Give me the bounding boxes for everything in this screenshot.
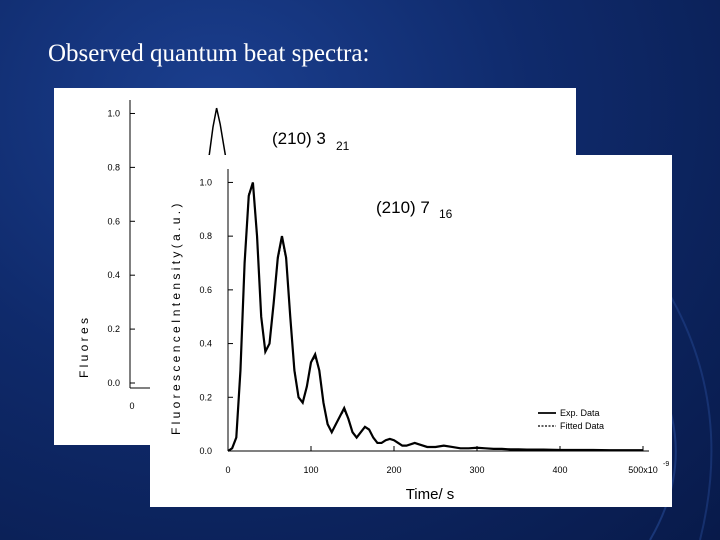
chart-title: (210) 7 xyxy=(376,198,430,217)
y-axis-label: F l u o r e s xyxy=(77,318,91,378)
y-tick-label: 0.2 xyxy=(107,324,120,334)
chart-front: 0.0 0.2 0.4 0.6 0.8 1.0 0 100 200 300 400 500x10 -9 T… xyxy=(169,169,669,503)
y-tick-label: 0.0 xyxy=(107,378,120,388)
x-tick-label: 100 xyxy=(303,465,318,475)
series-line-fit xyxy=(227,182,643,452)
y-tick-label: 0.0 xyxy=(199,446,212,456)
y-tick-label: 0.4 xyxy=(107,270,120,280)
y-tick-label: 1.0 xyxy=(199,177,212,187)
y-tick-label: 0.4 xyxy=(199,339,212,349)
chart-title: (210) 3 xyxy=(272,129,326,148)
legend-label: Fitted Data xyxy=(560,421,604,431)
chart-title-subscript: 21 xyxy=(336,139,350,153)
chart-panel-front: 0.0 0.2 0.4 0.6 0.8 1.0 0 100 200 300 400 500x10 -9 T… xyxy=(150,155,672,507)
chart-title-subscript: 16 xyxy=(439,207,453,221)
x-tick-label: 200 xyxy=(386,465,401,475)
slide-title: Observed quantum beat spectra: xyxy=(48,40,370,67)
x-tick-label: 500x10 xyxy=(628,465,658,475)
y-tick-label: 0.6 xyxy=(107,216,120,226)
y-axis-label: F l u o r e s c e n c e I n t e n s i t … xyxy=(169,204,183,435)
x-tick-label: 300 xyxy=(469,465,484,475)
y-tick-label: 0.6 xyxy=(199,285,212,295)
y-tick-label: 0.2 xyxy=(199,392,212,402)
chart-back: 0.0 0.2 0.4 0.6 0.8 1.0 0 F l u o r e s (210) 3 2… xyxy=(77,100,350,411)
y-tick-label: 1.0 xyxy=(107,108,120,118)
x-exponent: -9 xyxy=(663,461,669,468)
y-tick-label: 0.8 xyxy=(199,231,212,241)
y-tick-label: 0.8 xyxy=(107,162,120,172)
x-tick-label: 0 xyxy=(225,465,230,475)
x-axis-label: Time/ s xyxy=(406,486,455,503)
x-tick-label: 400 xyxy=(552,465,567,475)
x-tick-label: 0 xyxy=(129,401,134,411)
legend-label: Exp. Data xyxy=(560,408,600,418)
